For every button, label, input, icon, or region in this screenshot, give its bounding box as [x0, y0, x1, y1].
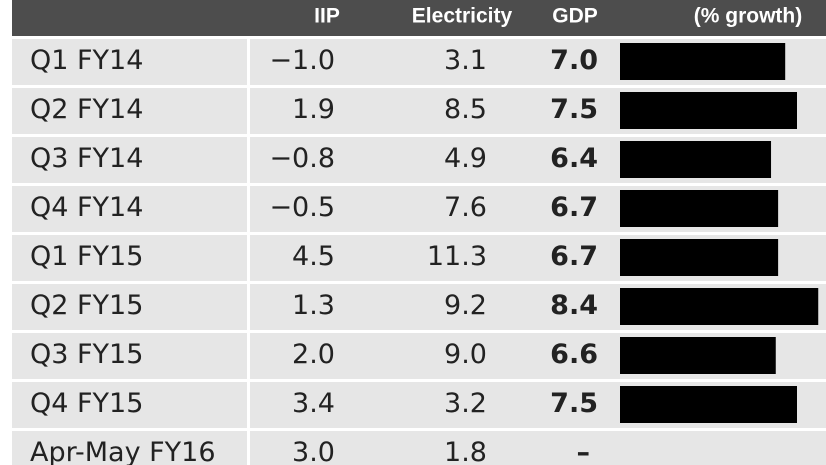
column-divider	[247, 431, 250, 465]
electricity-value: 11.3	[427, 241, 487, 272]
iip-value: −0.8	[269, 143, 335, 174]
column-divider	[247, 39, 250, 85]
iip-value: −1.0	[269, 45, 335, 76]
electricity-value: 4.9	[444, 143, 487, 174]
gdp-value: 6.6	[550, 339, 598, 370]
period-label: Q4 FY15	[30, 388, 143, 419]
header-bar	[12, 0, 826, 36]
gdp-value: 6.7	[550, 192, 598, 223]
gdp-bar	[620, 43, 786, 80]
column-divider	[247, 137, 250, 183]
gdp-value: 7.5	[550, 94, 598, 125]
gdp-value: 6.7	[550, 241, 598, 272]
electricity-value: 9.0	[444, 339, 487, 370]
iip-value: 1.9	[292, 94, 335, 125]
gdp-bar	[620, 386, 797, 423]
electricity-value: 3.2	[444, 388, 487, 419]
gdp-bar	[620, 190, 779, 227]
row-background	[12, 431, 826, 465]
iip-value: 4.5	[292, 241, 335, 272]
column-divider	[247, 235, 250, 281]
column-divider	[247, 382, 250, 428]
electricity-value: 1.8	[444, 437, 487, 465]
gdp-value: 6.4	[550, 143, 598, 174]
period-label: Q2 FY14	[30, 94, 143, 125]
iip-value: 1.3	[292, 290, 335, 321]
gdp-value: 7.0	[550, 45, 598, 76]
gdp-bar	[620, 92, 797, 129]
period-label: Q3 FY14	[30, 143, 143, 174]
gdp-bar	[620, 239, 779, 276]
period-label: Q1 FY14	[30, 45, 143, 76]
gdp-bar	[620, 141, 772, 178]
electricity-value: 3.1	[444, 45, 487, 76]
gdp-value: –	[577, 437, 591, 465]
iip-value: −0.5	[269, 192, 335, 223]
period-label: Q3 FY15	[30, 339, 143, 370]
period-label: Q2 FY15	[30, 290, 143, 321]
electricity-value: 9.2	[444, 290, 487, 321]
column-divider	[247, 186, 250, 232]
column-divider	[247, 333, 250, 379]
gdp-bar	[620, 288, 819, 325]
period-label: Q1 FY15	[30, 241, 143, 272]
header-growth: (% growth)	[694, 5, 802, 28]
header-electricity: Electricity	[412, 5, 513, 28]
iip-value: 3.0	[292, 437, 335, 465]
period-label: Q4 FY14	[30, 192, 143, 223]
electricity-value: 7.6	[444, 192, 487, 223]
header-iip: IIP	[314, 5, 340, 28]
iip-value: 2.0	[292, 339, 335, 370]
iip-value: 3.4	[292, 388, 335, 419]
gdp-value: 8.4	[550, 290, 598, 321]
header-gdp: GDP	[552, 5, 598, 28]
gdp-bar	[620, 337, 776, 374]
period-label: Apr-May FY16	[30, 437, 216, 465]
column-divider	[247, 88, 250, 134]
column-divider	[247, 284, 250, 330]
electricity-value: 8.5	[444, 94, 487, 125]
gdp-value: 7.5	[550, 388, 598, 419]
